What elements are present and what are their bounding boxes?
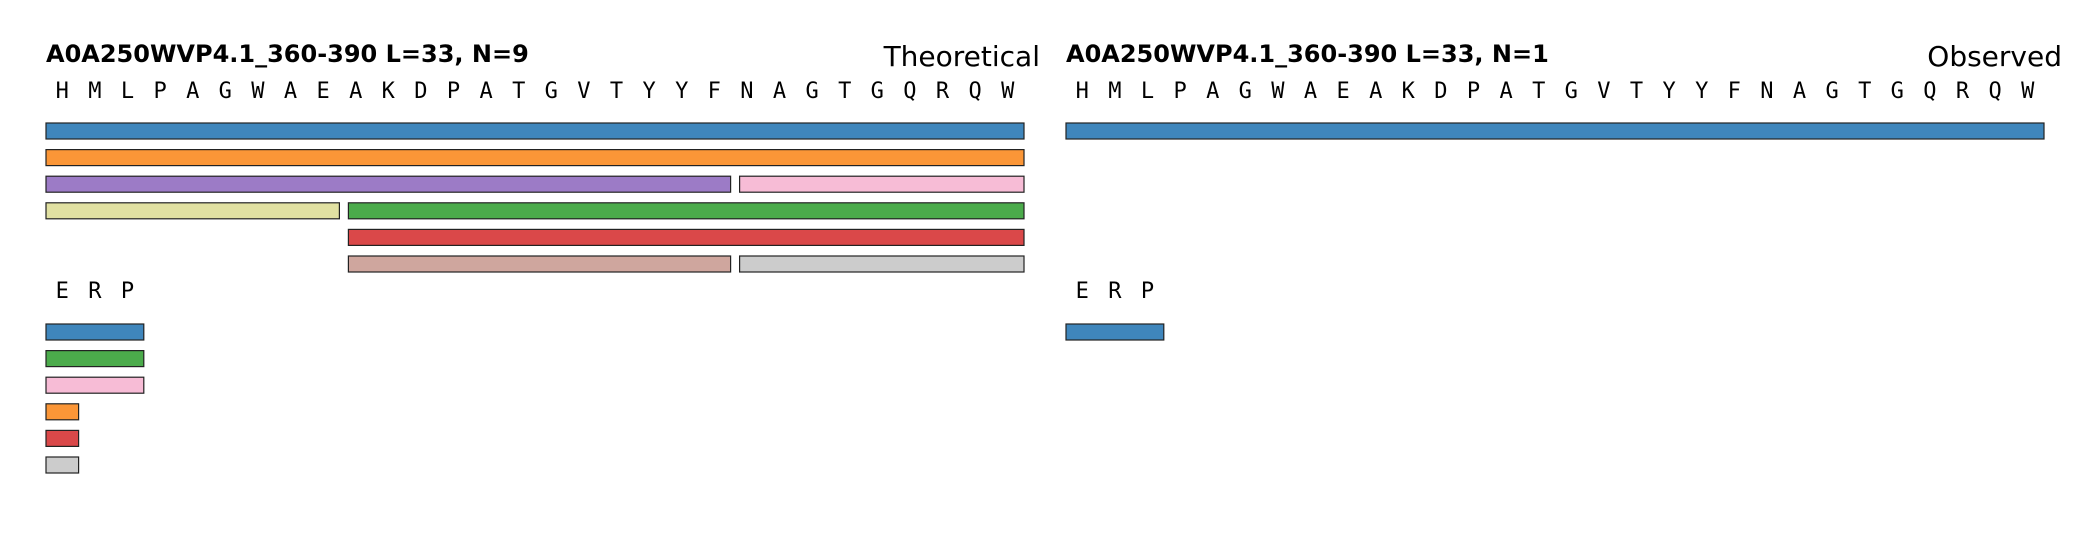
- residue-letter: V: [577, 79, 590, 104]
- erp-letter: E: [56, 279, 69, 304]
- panel-observed: A0A250WVP4.1_360-390 L=33, N=1 Observed …: [1065, 40, 2062, 341]
- residue-letter: P: [153, 79, 166, 104]
- peptide-bar: [45, 149, 1025, 167]
- residue-letter: E: [316, 79, 329, 104]
- residue-letter: A: [479, 79, 492, 104]
- residue-letter: M: [88, 79, 101, 104]
- residue-letter: P: [1467, 79, 1480, 104]
- residue-letter: L: [121, 79, 134, 104]
- erp-bar: [45, 403, 80, 421]
- peptide-bar: [45, 202, 340, 220]
- peptide-bar: [347, 255, 732, 273]
- erp-bars: [1065, 323, 1165, 341]
- erp-bar: [45, 456, 80, 474]
- residue-letter: A: [1206, 79, 1219, 104]
- peptide-bar: [45, 175, 732, 193]
- residue-letter: A: [1793, 79, 1806, 104]
- panel-title: A0A250WVP4.1_360-390 L=33, N=9: [46, 40, 529, 68]
- residue-letter: H: [56, 79, 69, 104]
- residue-letter: G: [1891, 79, 1904, 104]
- erp-letter: P: [1141, 279, 1154, 304]
- erp-letter: P: [121, 279, 134, 304]
- peptide-bars: [45, 122, 1025, 273]
- residue-letter: W: [1271, 79, 1285, 104]
- peptide-bar: [347, 202, 1025, 220]
- residue-letter: A: [1304, 79, 1317, 104]
- residue-letter: T: [1858, 79, 1871, 104]
- residue-letter: M: [1108, 79, 1121, 104]
- residue-letter: G: [1239, 79, 1252, 104]
- peptide-bar: [738, 175, 1025, 193]
- residue-letter: K: [1402, 79, 1416, 104]
- residue-letter: Q: [903, 79, 916, 104]
- residue-letter: K: [382, 79, 396, 104]
- erp-letter: R: [88, 279, 102, 304]
- residue-letter: G: [219, 79, 232, 104]
- erp-bar: [45, 350, 145, 368]
- residue-letter: T: [1630, 79, 1643, 104]
- residue-letter: Y: [642, 79, 655, 104]
- residue-letter: G: [1825, 79, 1838, 104]
- residue-letter: A: [284, 79, 297, 104]
- residue-letter: A: [186, 79, 199, 104]
- residue-letter: G: [545, 79, 558, 104]
- residue-letter: R: [936, 79, 950, 104]
- residue-letter: W: [251, 79, 265, 104]
- residue-letter: N: [1760, 79, 1773, 104]
- residue-letter: T: [610, 79, 623, 104]
- erp-letter: E: [1076, 279, 1089, 304]
- peptide-bar: [347, 228, 1025, 246]
- residue-letter: R: [1956, 79, 1970, 104]
- residue-letter: G: [871, 79, 884, 104]
- panel-title: A0A250WVP4.1_360-390 L=33, N=1: [1066, 40, 1549, 68]
- residue-letter: T: [838, 79, 851, 104]
- residue-letter: F: [1728, 79, 1741, 104]
- residue-letter: A: [1499, 79, 1512, 104]
- erp-bar: [45, 429, 80, 447]
- residue-letter: F: [708, 79, 721, 104]
- residue-letter: G: [1565, 79, 1578, 104]
- residue-letter: L: [1141, 79, 1154, 104]
- erp-bar: [45, 323, 145, 341]
- residue-letter: W: [1001, 79, 1015, 104]
- erp-bars: [45, 323, 145, 474]
- residue-letter: D: [414, 79, 427, 104]
- residue-letter: A: [773, 79, 786, 104]
- residue-letter: N: [740, 79, 753, 104]
- residue-letter: V: [1597, 79, 1610, 104]
- residue-letter: Y: [1662, 79, 1675, 104]
- peptide-bars: [1065, 122, 2045, 140]
- residue-letter: H: [1076, 79, 1089, 104]
- erp-bar: [45, 376, 145, 394]
- residue-letter: T: [1532, 79, 1545, 104]
- residue-letter: P: [1173, 79, 1186, 104]
- residue-letter: Q: [1923, 79, 1936, 104]
- erp-letter: R: [1108, 279, 1122, 304]
- peptide-bar: [738, 255, 1025, 273]
- panel-theoretical: A0A250WVP4.1_360-390 L=33, N=9 Theoretic…: [45, 40, 1040, 474]
- residue-letter: D: [1434, 79, 1447, 104]
- residue-letter: E: [1336, 79, 1349, 104]
- peptide-bar: [45, 122, 1025, 140]
- panel-tag: Theoretical: [883, 40, 1040, 73]
- residue-letter: T: [512, 79, 525, 104]
- residue-letter: G: [805, 79, 818, 104]
- erp-bar: [1065, 323, 1165, 341]
- residue-letter: W: [2021, 79, 2035, 104]
- residue-letter: Q: [968, 79, 981, 104]
- residue-letter: Y: [675, 79, 688, 104]
- residue-letter: Y: [1695, 79, 1708, 104]
- residue-letter: Q: [1988, 79, 2001, 104]
- residue-letter: A: [349, 79, 362, 104]
- residue-letter: A: [1369, 79, 1382, 104]
- peptide-bar: [1065, 122, 2045, 140]
- residue-letter: P: [447, 79, 460, 104]
- panel-tag: Observed: [1927, 40, 2062, 73]
